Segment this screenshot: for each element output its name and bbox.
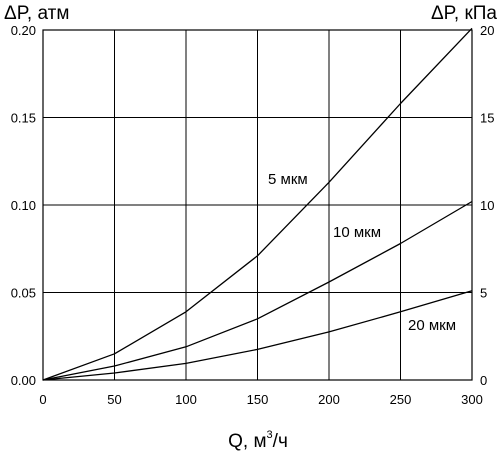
series-line-1 [42,200,473,381]
x-tick-label: 0 [39,392,46,407]
y-tick-label: 0.15 [11,111,36,126]
y2-tick-label: 20 [480,23,494,38]
x-tick-label: 100 [175,392,197,407]
x-tick-label: 300 [461,392,483,407]
x-axis-title: Q, м3/ч [228,429,288,452]
y2-tick-label: 10 [480,198,494,213]
y-tick-label: 0.10 [11,198,36,213]
x-axis-title-tail: /ч [273,431,288,452]
series-label-20: 20 мкм [408,317,456,334]
y2-tick-label: 0 [480,373,487,388]
plot-frame [42,29,473,381]
x-tick-label: 50 [107,392,121,407]
x-tick-label: 200 [318,392,340,407]
left-axis-title: ΔP, атм [4,3,69,24]
series-label-5: 5 мкм [268,171,308,188]
x-axis-title-main: Q, м [228,431,266,452]
series-layer [42,27,473,381]
y-tick-label: 0.05 [11,286,36,301]
grid-layer [43,30,472,380]
axis-layer: 0 50 100 150 200 250 300 0.00 0.05 0.10 0.15 0.20 0 5… [11,23,495,407]
series-label-10: 10 мкм [333,224,381,241]
x-tick-label: 150 [247,392,269,407]
right-axis-title: ΔP, кПа [431,3,497,24]
y-tick-label: 0.20 [11,23,36,38]
x-axis-title-sup: 3 [267,429,273,441]
series-line-0 [42,27,473,381]
x-tick-label: 250 [390,392,412,407]
y2-tick-label: 5 [480,286,487,301]
series-line-2 [42,290,473,381]
y2-tick-label: 15 [480,111,494,126]
y-tick-label: 0.00 [11,373,36,388]
